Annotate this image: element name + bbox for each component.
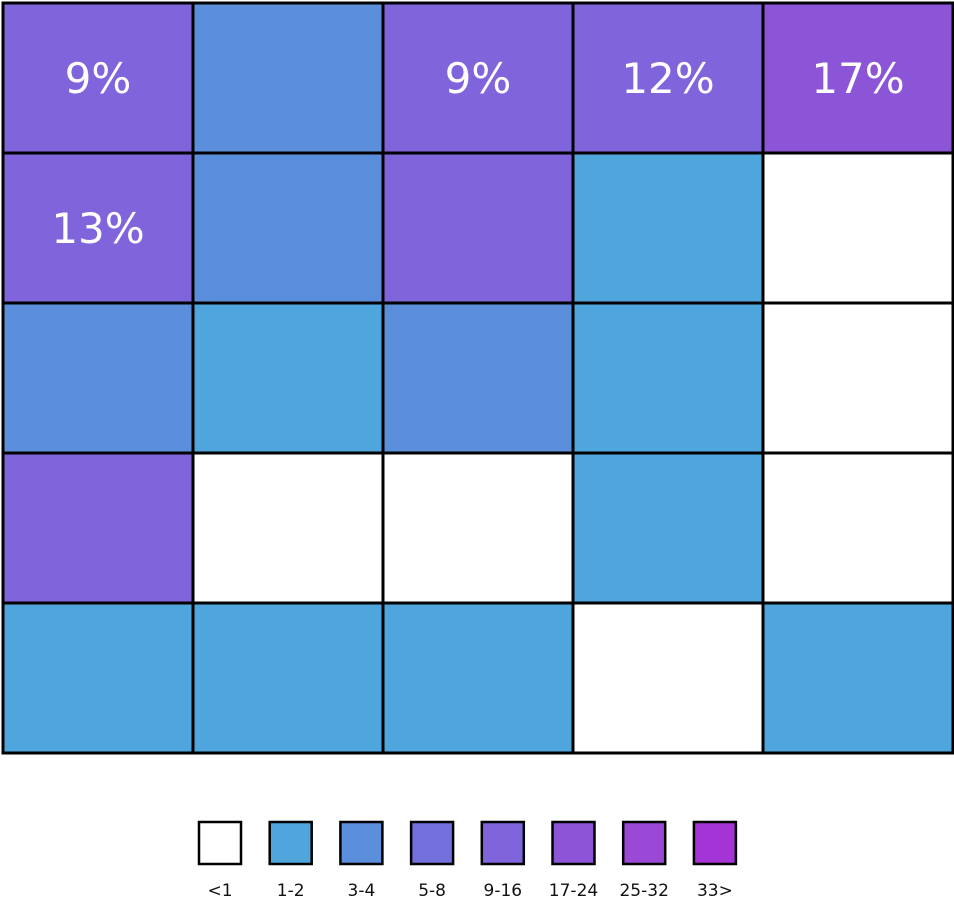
- heatmap-cell-r2-c2: [381, 301, 575, 455]
- heatmap-cell-r0-c0: [1, 1, 195, 155]
- legend-swatch-7: [692, 820, 738, 866]
- heatmap-cell-r1-c2: [381, 151, 575, 305]
- heatmap-cell-r3-c4: [761, 451, 954, 605]
- cell-value-label-r0-c0: 9%: [65, 54, 132, 103]
- heatmap-cell-r4-c4: [761, 601, 954, 755]
- legend-swatch-5: [551, 820, 596, 866]
- heatmap-cell-r2-c1: [191, 301, 385, 455]
- legend-swatch-4: [480, 820, 526, 866]
- legend-swatch-2: [339, 820, 384, 866]
- cell-value-label-r0-c4: 17%: [811, 54, 904, 103]
- heatmap-cell-r3-c1: [191, 451, 385, 605]
- legend-label-1: 1-2: [277, 881, 305, 900]
- legend-swatch-1: [268, 820, 313, 866]
- heatmap-cell-r3-c3: [571, 451, 765, 605]
- legend-label-6: 25-32: [619, 881, 668, 900]
- heatmap-cells: [1, 1, 954, 755]
- heatmap-cell-r0-c1: [191, 1, 385, 155]
- legend-label-7: 33>: [697, 881, 733, 900]
- legend-label-3: 5-8: [418, 881, 446, 900]
- cell-value-label-r0-c3: 12%: [621, 54, 714, 103]
- heatmap-cell-r2-c3: [571, 301, 765, 455]
- legend-swatch-3: [409, 820, 455, 866]
- heatmap-cell-r3-c0: [1, 451, 195, 605]
- cell-value-label-r0-c2: 9%: [445, 54, 512, 103]
- heatmap-cell-r1-c4: [761, 151, 954, 305]
- heatmap-cell-r4-c1: [191, 601, 385, 755]
- heatmap-cell-r2-c0: [1, 301, 195, 455]
- heatmap-cell-r3-c2: [381, 451, 575, 605]
- cell-value-label-r1-c0: 13%: [51, 204, 144, 253]
- legend-swatch-6: [621, 820, 667, 866]
- heatmap-cell-r1-c1: [191, 151, 385, 305]
- legend-label-2: 3-4: [348, 881, 376, 900]
- heatmap-cell-r2-c4: [761, 301, 954, 455]
- legend-label-0: <1: [207, 881, 232, 900]
- heatmap-cell-r4-c3: [571, 601, 765, 755]
- heatmap-cell-r1-c3: [571, 151, 765, 305]
- heatmap-cell-r0-c4: [761, 1, 954, 155]
- legend-label-4: 9-16: [484, 881, 523, 900]
- heatmap-cell-r0-c2: [381, 1, 575, 155]
- heatmap-cell-r4-c2: [381, 601, 575, 755]
- heatmap-cell-r4-c0: [1, 601, 195, 755]
- heatmap-cell-labels: 9% 9% 12% 17% 13%: [51, 54, 904, 253]
- legend-label-5: 17-24: [549, 881, 598, 900]
- legend-swatch-0: [197, 820, 243, 866]
- heatmap-cell-r0-c3: [571, 1, 765, 155]
- color-legend: <1 1-2 3-4 5-8 9-16 17-24 25-32 33>: [197, 820, 738, 900]
